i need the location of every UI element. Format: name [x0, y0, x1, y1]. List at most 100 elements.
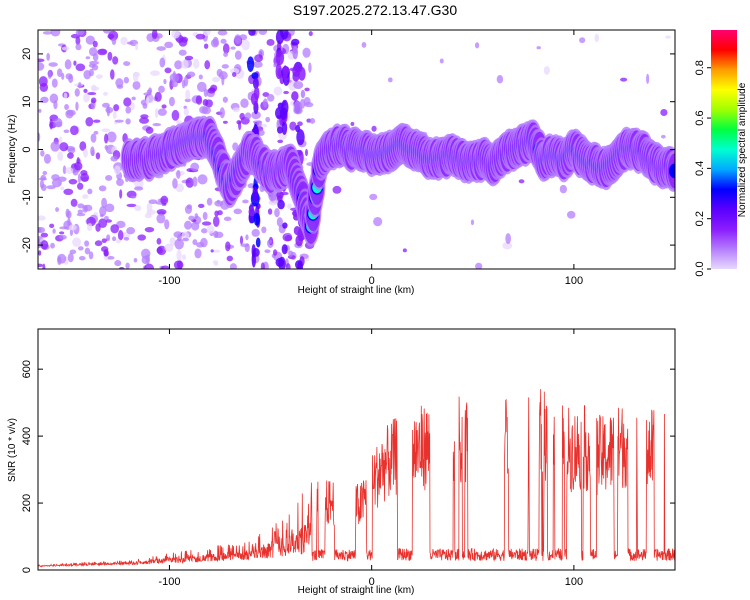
noise-speck	[46, 185, 56, 190]
noise-speck	[38, 76, 48, 87]
noise-speck	[77, 173, 81, 184]
noise-speck	[439, 58, 444, 64]
noise-speck	[164, 243, 174, 252]
noise-speck	[57, 256, 62, 266]
noise-speck	[91, 64, 99, 71]
noise-speck	[110, 224, 120, 234]
noise-speck	[141, 255, 150, 265]
noise-speck	[125, 262, 130, 269]
noise-speck	[156, 209, 167, 215]
noise-speck	[173, 231, 183, 238]
noise-speck	[67, 152, 74, 159]
spectrogram-xtick-label: 100	[565, 275, 583, 287]
noise-speck	[222, 96, 228, 103]
noise-speck	[38, 263, 44, 268]
noise-speck	[102, 30, 112, 34]
noise-speck	[87, 223, 93, 232]
noise-speck	[158, 85, 165, 93]
noise-speck	[65, 208, 70, 218]
noise-speck	[181, 59, 189, 70]
noise-speck	[260, 262, 265, 269]
noise-speck	[103, 91, 108, 96]
noise-speck	[200, 228, 208, 234]
noise-speck	[152, 123, 162, 127]
noise-speck	[135, 43, 139, 51]
streak-blob	[246, 56, 255, 72]
noise-speck	[106, 131, 117, 143]
spectrogram-ytick-label: -20	[21, 237, 33, 253]
noise-speck	[258, 30, 268, 36]
noise-speck	[79, 141, 87, 151]
noise-speck	[75, 63, 86, 72]
noise-speck	[264, 249, 271, 254]
noise-speck	[176, 260, 183, 269]
noise-speck	[181, 254, 187, 261]
noise-speck	[143, 92, 152, 96]
noise-speck	[186, 71, 196, 78]
noise-speck	[77, 182, 84, 190]
noise-speck	[145, 126, 154, 134]
noise-speck	[101, 197, 108, 209]
noise-speck	[123, 237, 130, 241]
snr-ytick-label: 200	[21, 494, 33, 512]
noise-speck	[164, 219, 170, 230]
noise-speck	[104, 145, 109, 150]
noise-speck	[289, 121, 297, 131]
noise-speck	[38, 177, 48, 181]
noise-speck	[63, 92, 68, 99]
noise-speck	[68, 178, 78, 185]
noise-speck	[51, 178, 62, 188]
noise-speck	[196, 81, 207, 93]
noise-speck	[68, 224, 77, 231]
noise-speck	[559, 184, 567, 194]
noise-speck	[665, 35, 671, 39]
noise-speck	[206, 225, 215, 234]
noise-speck	[134, 205, 142, 212]
noise-speck	[234, 34, 242, 45]
noise-speck	[221, 74, 225, 86]
streak-blob	[282, 222, 288, 229]
noise-speck	[74, 88, 80, 97]
streak-blob	[281, 244, 288, 255]
noise-speck	[240, 243, 249, 248]
noise-speck	[183, 108, 189, 117]
noise-speck	[83, 148, 88, 158]
noise-speck	[104, 203, 115, 213]
noise-speck	[131, 96, 136, 101]
noise-speck	[64, 103, 69, 111]
noise-speck	[371, 125, 377, 132]
noise-speck	[276, 217, 283, 227]
streak-blob	[293, 100, 302, 114]
noise-speck	[69, 228, 74, 237]
noise-speck	[174, 238, 184, 250]
noise-speck	[223, 51, 228, 58]
noise-speck	[38, 250, 42, 256]
noise-speck	[240, 98, 249, 109]
noise-speck	[120, 36, 128, 46]
streak-blob	[277, 102, 284, 109]
noise-speck	[184, 220, 192, 230]
noise-speck	[141, 248, 151, 259]
noise-speck	[123, 76, 130, 84]
noise-speck	[67, 252, 74, 263]
noise-speck	[195, 95, 203, 105]
noise-speck	[213, 262, 219, 266]
snr-xtick-label: -100	[158, 576, 180, 588]
noise-speck	[171, 109, 180, 121]
noise-speck	[40, 184, 47, 191]
noise-speck	[80, 173, 90, 182]
streak-blob	[275, 30, 284, 45]
noise-speck	[230, 46, 236, 50]
noise-speck	[156, 246, 163, 254]
noise-speck	[172, 178, 178, 189]
noise-speck	[505, 233, 511, 245]
noise-speck	[212, 216, 220, 227]
noise-speck	[518, 179, 525, 184]
noise-speck	[114, 165, 121, 175]
noise-speck	[91, 149, 95, 157]
noise-speck	[107, 256, 115, 260]
streak-blob	[296, 129, 305, 146]
noise-speck	[256, 120, 262, 128]
noise-speck	[55, 207, 60, 212]
